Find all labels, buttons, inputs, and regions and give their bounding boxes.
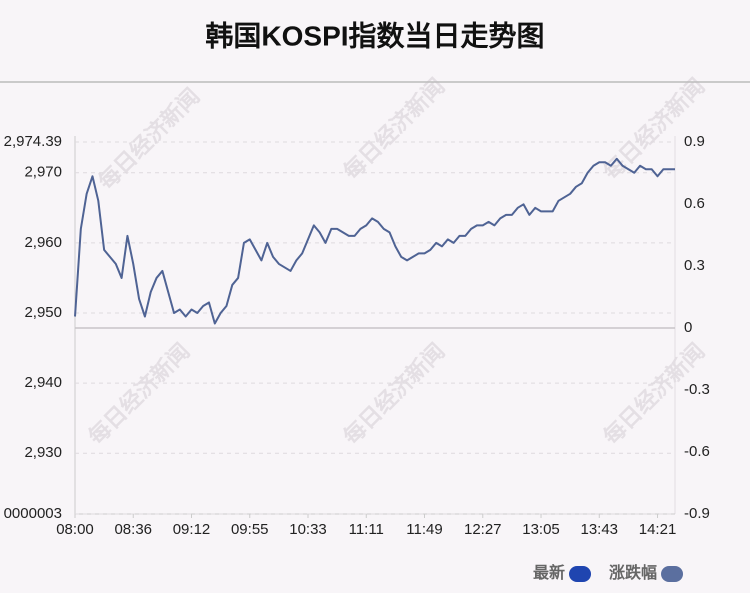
y2-tick-label: -0.3 [684, 381, 710, 398]
y2-tick-label: 0.3 [684, 257, 705, 274]
x-tick-label: 08:00 [56, 521, 94, 538]
x-tick-label: 11:49 [406, 521, 442, 538]
x-tick-label: 12:27 [464, 521, 502, 538]
legend-label: 涨跌幅 [609, 563, 657, 582]
x-tick-label: 09:12 [173, 521, 211, 538]
y2-tick-label: 0.6 [684, 195, 705, 212]
y2-tick-label: -0.9 [684, 505, 710, 522]
y2-tick-label: -0.6 [684, 443, 710, 460]
y2-tick-label: 0.9 [684, 133, 705, 150]
y-tick-label: 2,950 [24, 304, 62, 321]
legend-swatch [661, 566, 684, 582]
x-tick-label: 08:36 [114, 521, 152, 538]
price-line [74, 157, 675, 325]
chart-title: 韩国KOSPI指数当日走势图 [205, 20, 544, 51]
y2-tick-label: 0 [684, 319, 692, 336]
x-tick-label: 09:55 [231, 521, 269, 538]
y-tick-label: 2,960 [24, 234, 62, 251]
x-tick-label: 13:43 [580, 521, 618, 538]
y-tick-label: 2,974.39 [4, 133, 62, 150]
legend-swatch [569, 566, 592, 582]
x-tick-label: 10:33 [289, 521, 327, 538]
y-tick-label: 0000003 [4, 505, 62, 522]
x-tick-label: 14:21 [639, 521, 677, 538]
y-tick-label: 2,970 [24, 164, 62, 181]
x-tick-label: 13:05 [522, 521, 560, 538]
x-tick-label: 11:11 [349, 521, 384, 538]
y-tick-label: 2,940 [24, 374, 62, 391]
legend-label: 最新 [533, 563, 565, 582]
y-tick-label: 2,930 [24, 444, 62, 461]
